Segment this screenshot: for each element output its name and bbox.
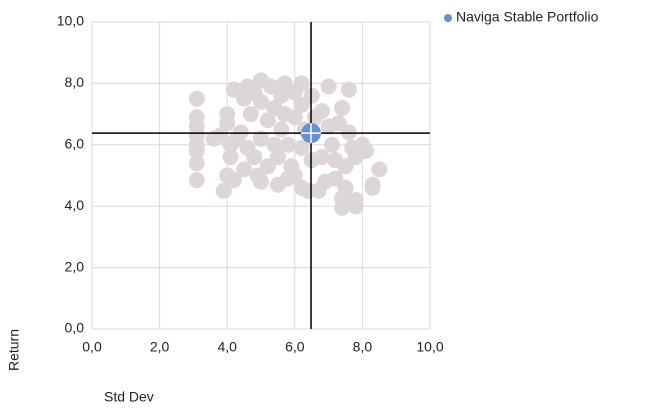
point <box>249 167 266 184</box>
x-tick-label: 0,0 <box>82 339 102 355</box>
point <box>246 149 263 166</box>
point <box>357 142 374 159</box>
point <box>371 161 388 178</box>
point <box>259 112 276 129</box>
point <box>327 170 344 187</box>
point <box>259 158 276 175</box>
point <box>276 75 293 92</box>
point <box>266 136 283 153</box>
point <box>344 139 361 156</box>
point <box>340 81 357 98</box>
point <box>219 106 236 123</box>
point <box>364 176 381 193</box>
point <box>323 136 340 153</box>
point <box>293 179 310 196</box>
y-tick-label: 4,0 <box>65 197 85 213</box>
x-tick-label: 10,0 <box>416 339 443 355</box>
point <box>320 78 337 95</box>
x-axis-label: Std Dev <box>104 389 154 405</box>
point <box>188 142 205 159</box>
x-tick-label: 4,0 <box>217 339 237 355</box>
y-tick-label: 0,0 <box>65 320 85 336</box>
point <box>280 136 297 153</box>
point <box>188 155 205 172</box>
point <box>263 78 280 95</box>
point <box>225 172 242 189</box>
point <box>320 118 337 135</box>
legend-label: Naviga Stable Portfolio <box>456 9 599 25</box>
x-tick-label: 2,0 <box>150 339 170 355</box>
point <box>215 182 232 199</box>
x-tick-label: 6,0 <box>285 339 305 355</box>
point <box>229 130 246 147</box>
point <box>188 90 205 107</box>
point <box>293 96 310 113</box>
point <box>327 152 344 169</box>
y-tick-label: 6,0 <box>65 136 85 152</box>
point <box>205 130 222 147</box>
point <box>293 139 310 156</box>
point <box>253 130 269 147</box>
point <box>286 84 303 101</box>
legend-swatch <box>444 14 452 22</box>
y-axis-label: Return <box>6 329 22 371</box>
point <box>242 106 259 123</box>
y-tick-label: 8,0 <box>65 74 85 90</box>
point <box>269 149 286 166</box>
point <box>337 179 354 196</box>
point <box>222 149 239 166</box>
point <box>273 87 290 104</box>
y-tick-label: 2,0 <box>65 258 85 274</box>
point <box>307 109 324 126</box>
point <box>283 158 300 175</box>
x-tick-label: 8,0 <box>353 339 373 355</box>
point <box>273 121 290 138</box>
point <box>236 90 253 107</box>
point <box>334 99 351 116</box>
y-tick-label: 10,0 <box>57 13 84 29</box>
point <box>276 106 293 123</box>
point <box>236 161 253 178</box>
point <box>347 198 364 215</box>
point <box>225 81 242 98</box>
point <box>188 172 205 189</box>
